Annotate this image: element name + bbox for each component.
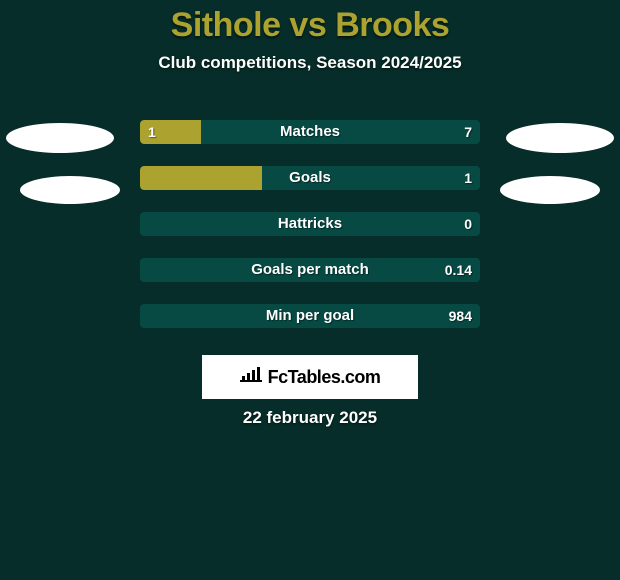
stat-label: Hattricks bbox=[140, 212, 480, 236]
logo-box: FcTables.com bbox=[202, 355, 418, 399]
left-club-badge bbox=[20, 176, 120, 204]
stat-right-value: 7 bbox=[464, 120, 472, 144]
date-line: 22 february 2025 bbox=[0, 408, 620, 428]
right-player-badge bbox=[506, 123, 614, 153]
stat-label: Matches bbox=[140, 120, 480, 144]
stat-bars: 1Matches7Goals1Hattricks0Goals per match… bbox=[140, 120, 480, 350]
stat-label: Goals per match bbox=[140, 258, 480, 282]
stat-bar: Goals1 bbox=[140, 166, 480, 190]
left-player-badge bbox=[6, 123, 114, 153]
stat-label: Min per goal bbox=[140, 304, 480, 328]
chart-icon bbox=[240, 366, 262, 389]
stat-right-value: 0.14 bbox=[445, 258, 472, 282]
stat-bar: Hattricks0 bbox=[140, 212, 480, 236]
stat-bar: 1Matches7 bbox=[140, 120, 480, 144]
stat-right-value: 0 bbox=[464, 212, 472, 236]
right-club-badge bbox=[500, 176, 600, 204]
stat-label: Goals bbox=[140, 166, 480, 190]
stat-right-value: 984 bbox=[449, 304, 472, 328]
stat-right-value: 1 bbox=[464, 166, 472, 190]
logo-text: FcTables.com bbox=[268, 367, 381, 388]
subtitle: Club competitions, Season 2024/2025 bbox=[0, 53, 620, 73]
stat-bar: Min per goal984 bbox=[140, 304, 480, 328]
page-title: Sithole vs Brooks bbox=[0, 0, 620, 45]
stat-bar: Goals per match0.14 bbox=[140, 258, 480, 282]
